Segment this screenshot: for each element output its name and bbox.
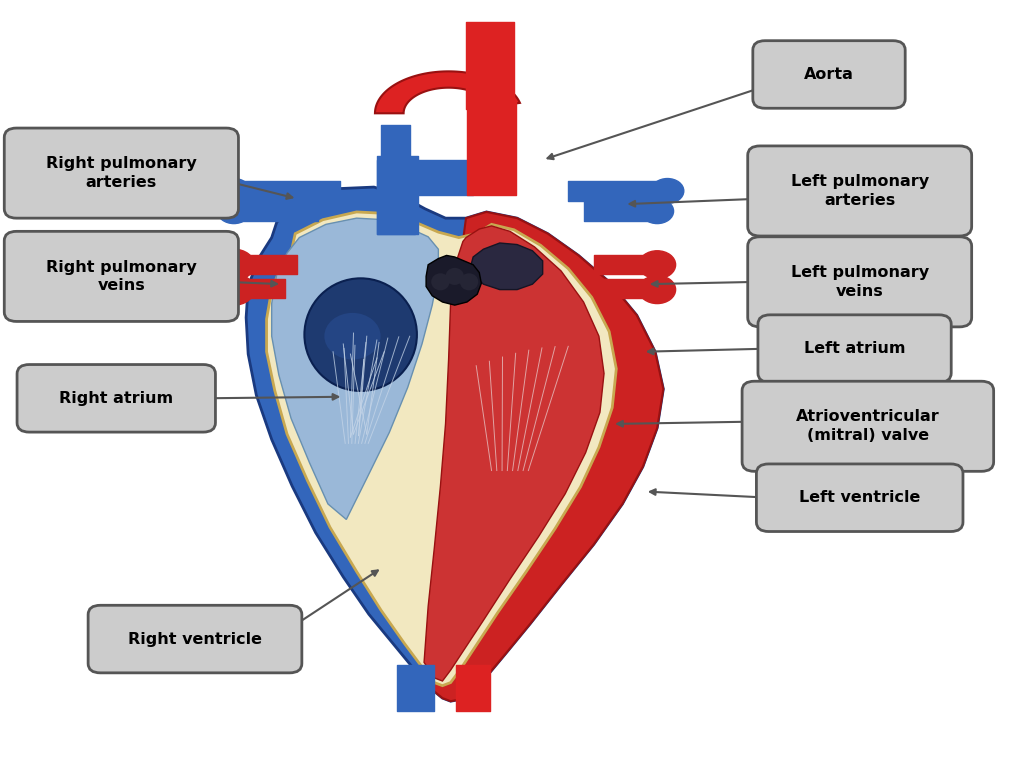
Text: Right pulmonary
veins: Right pulmonary veins xyxy=(46,260,197,293)
Text: Right pulmonary
arteries: Right pulmonary arteries xyxy=(46,156,197,190)
Text: Left pulmonary
veins: Left pulmonary veins xyxy=(791,265,929,299)
Circle shape xyxy=(213,274,254,305)
Polygon shape xyxy=(266,212,616,685)
Ellipse shape xyxy=(431,273,450,290)
Polygon shape xyxy=(471,243,543,289)
Circle shape xyxy=(217,178,250,203)
Circle shape xyxy=(639,251,676,279)
Text: Right ventricle: Right ventricle xyxy=(128,632,262,647)
FancyBboxPatch shape xyxy=(748,237,972,327)
Circle shape xyxy=(641,198,674,223)
FancyBboxPatch shape xyxy=(17,365,215,432)
Text: Right atrium: Right atrium xyxy=(59,391,173,406)
Polygon shape xyxy=(375,72,520,114)
Circle shape xyxy=(651,178,684,203)
Polygon shape xyxy=(424,226,604,681)
Text: Left pulmonary
arteries: Left pulmonary arteries xyxy=(791,174,929,208)
Ellipse shape xyxy=(304,279,417,391)
Text: Left ventricle: Left ventricle xyxy=(799,490,921,505)
Polygon shape xyxy=(430,212,664,701)
FancyBboxPatch shape xyxy=(758,315,951,383)
Text: Aorta: Aorta xyxy=(804,67,854,82)
Polygon shape xyxy=(271,218,438,520)
Circle shape xyxy=(213,249,254,280)
Polygon shape xyxy=(426,255,481,305)
FancyBboxPatch shape xyxy=(742,381,993,471)
FancyBboxPatch shape xyxy=(748,146,972,236)
Polygon shape xyxy=(246,187,664,701)
Circle shape xyxy=(639,275,676,303)
Ellipse shape xyxy=(460,273,478,290)
FancyBboxPatch shape xyxy=(4,128,239,218)
Ellipse shape xyxy=(445,268,464,285)
Text: Atrioventricular
(mitral) valve: Atrioventricular (mitral) valve xyxy=(796,409,940,443)
Text: Left atrium: Left atrium xyxy=(804,341,905,356)
Ellipse shape xyxy=(325,313,381,359)
FancyBboxPatch shape xyxy=(88,605,302,673)
FancyBboxPatch shape xyxy=(757,464,963,531)
FancyBboxPatch shape xyxy=(753,40,905,108)
FancyBboxPatch shape xyxy=(4,231,239,321)
Circle shape xyxy=(217,198,250,223)
